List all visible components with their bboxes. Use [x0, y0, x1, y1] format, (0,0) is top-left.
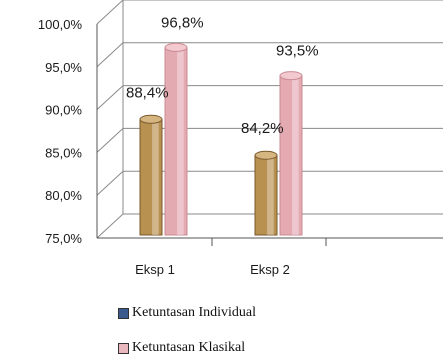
y-tick-label: 85,0% — [45, 145, 82, 160]
y-tick-label: 95,0% — [45, 60, 82, 75]
legend-item-individual: Ketuntasan Individual — [118, 305, 256, 321]
bar-highlight — [177, 47, 184, 235]
legend-item-klasikal: Ketuntasan Klasikal — [118, 340, 245, 356]
data-label: 84,2% — [241, 120, 284, 137]
y-tick-label: 80,0% — [45, 188, 82, 203]
bar-cap — [164, 42, 188, 52]
data-label: 93,5% — [276, 43, 319, 60]
legend-label-klasikal: Ketuntasan Klasikal — [132, 340, 246, 355]
data-label: 96,8% — [161, 14, 204, 31]
data-label: 88,4% — [126, 84, 169, 101]
y-tick-label: 100,0% — [38, 17, 83, 32]
legend-swatch-individual — [118, 307, 129, 319]
legend-label-individual: Ketuntasan Individual — [132, 305, 257, 320]
bar-cap — [254, 150, 278, 160]
legend-swatch-klasikal — [118, 342, 129, 354]
bar-cap — [279, 71, 303, 81]
gridline — [96, 42, 443, 68]
y-axis: 75,0% 80,0% 85,0% 90,0% 95,0% 100,0% — [38, 17, 443, 246]
bar-highlight — [292, 75, 299, 235]
bars — [139, 42, 303, 236]
gridlines — [96, 0, 443, 239]
x-tick-label: Eksp 1 — [135, 262, 175, 277]
y-tick-label: 90,0% — [45, 103, 82, 118]
bar-highlight — [152, 119, 159, 235]
gridline — [96, 0, 443, 25]
x-tick-label: Eksp 2 — [250, 262, 290, 277]
x-axis-labels: Eksp 1 Eksp 2 — [135, 262, 290, 277]
bar-cap — [139, 114, 163, 124]
bar-highlight — [267, 155, 274, 235]
data-labels: 88,4% 96,8% 84,2% 93,5% — [126, 14, 319, 137]
y-tick-label: 75,0% — [45, 231, 82, 246]
